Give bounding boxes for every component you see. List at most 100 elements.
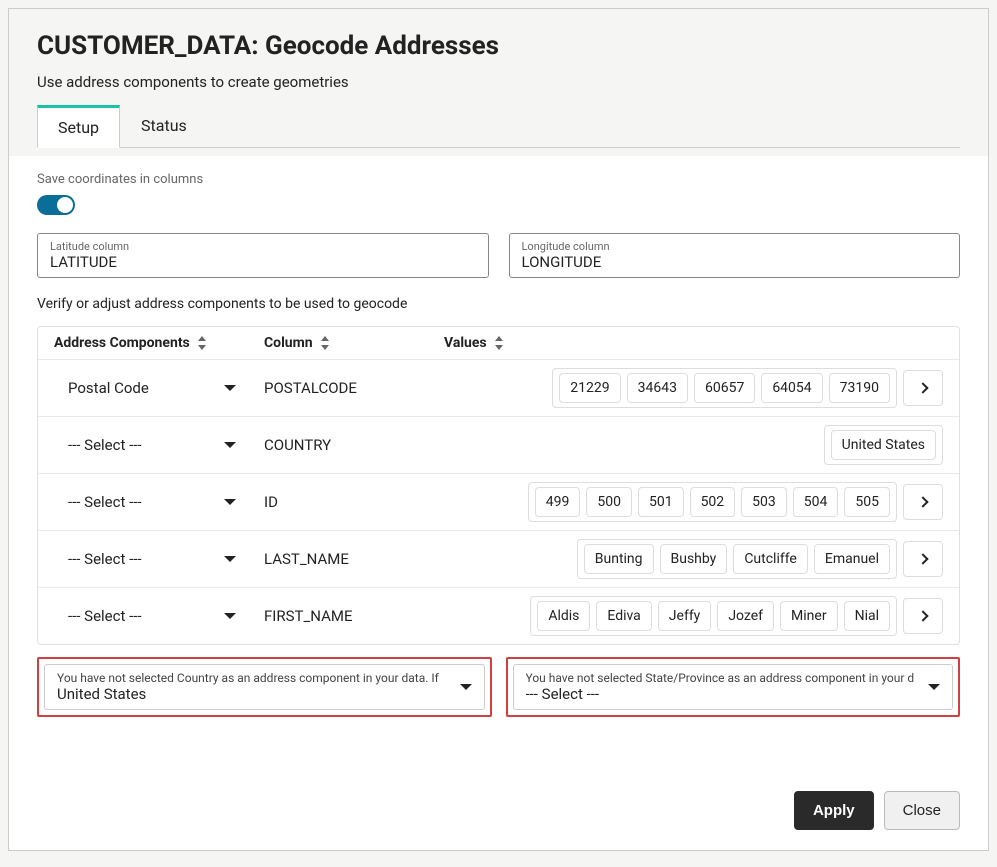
component-select[interactable]: Postal Code [54, 379, 264, 397]
longitude-label: Longitude column [522, 240, 948, 253]
column-name: POSTALCODE [264, 379, 444, 397]
fallback-row: You have not selected Country as an addr… [37, 657, 960, 717]
chevron-down-icon [224, 613, 236, 619]
value-chips: BuntingBushbyCutcliffeEmanuel [577, 539, 897, 579]
table-row: --- Select ---LAST_NAME BuntingBushbyCutc… [38, 530, 959, 587]
country-fallback-select[interactable]: You have not selected Country as an addr… [44, 664, 485, 710]
component-select[interactable]: --- Select --- [54, 550, 264, 568]
value-chip: 499 [535, 487, 581, 517]
values-cell: BuntingBushbyCutcliffeEmanuel [444, 539, 943, 579]
chevron-right-icon [917, 553, 928, 564]
values-cell: 2122934643606576405473190 [444, 368, 943, 408]
column-name: COUNTRY [264, 436, 444, 454]
table-body: Postal Code POSTALCODE 2122934643606576405… [38, 359, 959, 644]
values-cell: 499500501502503504505 [444, 482, 943, 522]
footer: Apply Close [794, 791, 960, 830]
value-chips: 2122934643606576405473190 [552, 368, 897, 408]
save-coords-toggle[interactable] [37, 195, 75, 215]
subtitle: Use address components to create geometr… [37, 73, 960, 91]
sort-icon [319, 336, 331, 350]
component-select[interactable]: --- Select --- [54, 493, 264, 511]
th-values[interactable]: Values [444, 335, 943, 351]
close-button[interactable]: Close [884, 791, 960, 830]
chevron-right-icon [917, 496, 928, 507]
chevron-down-icon [224, 499, 236, 505]
value-chip: Jeffy [658, 601, 712, 631]
apply-button[interactable]: Apply [794, 791, 874, 830]
value-chip: Aldis [537, 601, 590, 631]
country-fallback-msg: You have not selected Country as an addr… [57, 671, 460, 685]
more-values-button[interactable] [903, 598, 943, 634]
country-fallback-value: United States [57, 685, 460, 703]
value-chip: 505 [844, 487, 890, 517]
component-select[interactable]: --- Select --- [54, 607, 264, 625]
value-chips: United States [824, 425, 943, 465]
th-ac-label: Address Components [54, 335, 190, 351]
more-values-button[interactable] [903, 541, 943, 577]
coord-columns: Latitude column LATITUDE Longitude colum… [37, 233, 960, 278]
state-fallback-select[interactable]: You have not selected State/Province as … [513, 664, 954, 710]
component-select[interactable]: --- Select --- [54, 436, 264, 454]
value-chip: 73190 [829, 373, 890, 403]
value-chip: Miner [780, 601, 838, 631]
value-chip: 60657 [694, 373, 755, 403]
column-name: FIRST_NAME [264, 607, 444, 625]
table-row: --- Select --- ID499500501502503504505 [38, 473, 959, 530]
state-fallback-value: --- Select --- [526, 685, 929, 703]
table-row: --- Select --- FIRST_NAME AldisEdivaJeffyJ… [38, 587, 959, 644]
components-table: Address Components Column Values Postal … [37, 326, 960, 645]
value-chip: Jozef [717, 601, 774, 631]
state-fallback: You have not selected State/Province as … [506, 657, 961, 717]
sort-icon [493, 336, 505, 350]
state-fallback-msg: You have not selected State/Province as … [526, 671, 929, 685]
value-chip: Bunting [584, 544, 654, 574]
chevron-right-icon [917, 382, 928, 393]
save-coords-label: Save coordinates in columns [37, 172, 960, 187]
verify-text: Verify or adjust address components to b… [37, 296, 960, 312]
value-chip: 503 [741, 487, 787, 517]
component-label: --- Select --- [68, 607, 142, 625]
value-chip: United States [831, 430, 936, 460]
value-chip: 504 [793, 487, 839, 517]
value-chip: Bushby [660, 544, 728, 574]
value-chip: 502 [690, 487, 736, 517]
tab-setup[interactable]: Setup [37, 105, 120, 148]
value-chips: AldisEdivaJeffyJozefMinerNial [530, 596, 897, 636]
value-chip: Emanuel [814, 544, 890, 574]
more-values-button[interactable] [903, 370, 943, 406]
value-chip: 21229 [559, 373, 620, 403]
component-label: --- Select --- [68, 436, 142, 454]
chevron-down-icon [224, 442, 236, 448]
longitude-column-select[interactable]: Longitude column LONGITUDE [509, 233, 961, 278]
country-fallback: You have not selected Country as an addr… [37, 657, 492, 717]
component-label: Postal Code [68, 379, 149, 397]
chevron-right-icon [917, 610, 928, 621]
chevron-down-icon [224, 385, 236, 391]
th-col-label: Column [264, 335, 313, 351]
table-row: --- Select --- COUNTRY United States [38, 416, 959, 473]
table-row: Postal Code POSTALCODE 2122934643606576405… [38, 359, 959, 416]
component-label: --- Select --- [68, 493, 142, 511]
values-cell: AldisEdivaJeffyJozefMinerNial [444, 596, 943, 636]
sort-icon [196, 336, 208, 350]
header: CUSTOMER_DATA: Geocode Addresses Use add… [9, 9, 988, 156]
value-chip: 64054 [761, 373, 822, 403]
latitude-value: LATITUDE [50, 253, 476, 271]
latitude-label: Latitude column [50, 240, 476, 253]
column-name: LAST_NAME [264, 550, 444, 568]
tab-status[interactable]: Status [120, 105, 208, 147]
table-header: Address Components Column Values [38, 327, 959, 359]
value-chip: 500 [586, 487, 632, 517]
th-val-label: Values [444, 335, 487, 351]
dialog: CUSTOMER_DATA: Geocode Addresses Use add… [8, 8, 989, 851]
value-chip: 34643 [627, 373, 688, 403]
th-column[interactable]: Column [264, 335, 444, 351]
th-address-components[interactable]: Address Components [54, 335, 264, 351]
column-name: ID [264, 493, 444, 511]
latitude-column-select[interactable]: Latitude column LATITUDE [37, 233, 489, 278]
tabs: Setup Status [37, 105, 960, 148]
more-values-button[interactable] [903, 484, 943, 520]
value-chip: Ediva [596, 601, 651, 631]
chevron-down-icon [928, 684, 940, 690]
chevron-down-icon [224, 556, 236, 562]
